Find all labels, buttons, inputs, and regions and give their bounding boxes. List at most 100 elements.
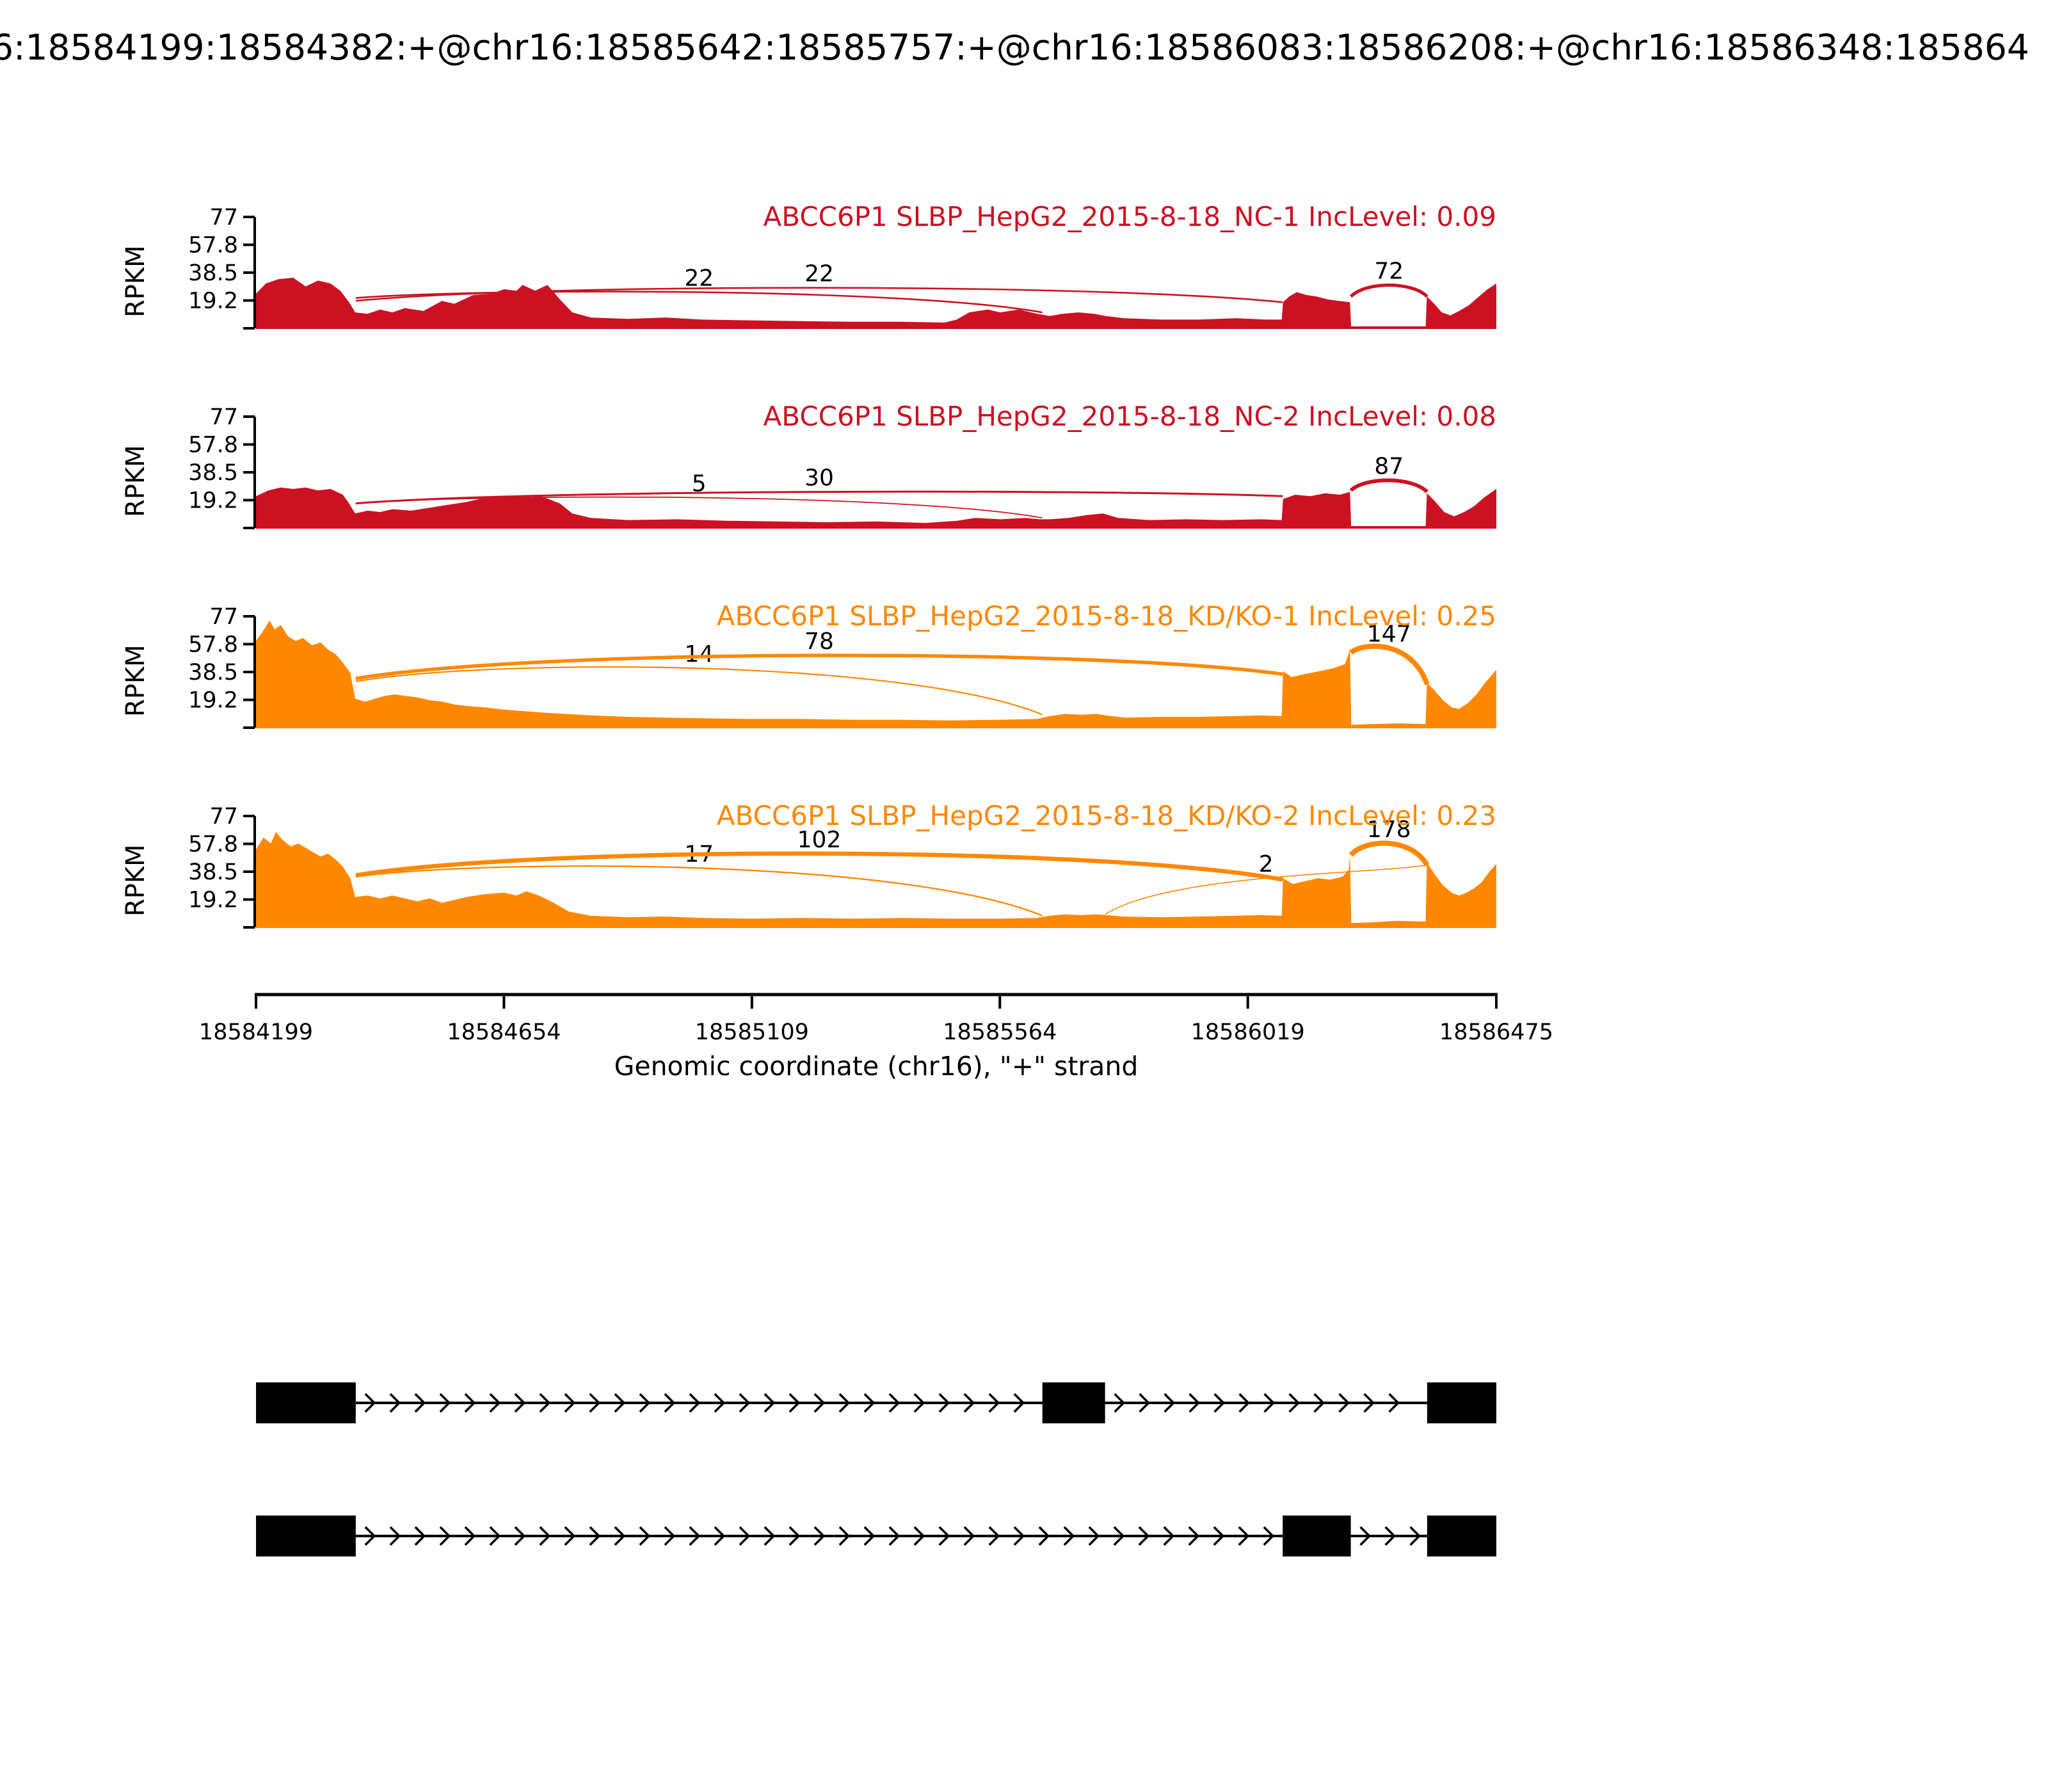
intron-arrow xyxy=(1113,1526,1125,1546)
intron-arrow xyxy=(489,1393,501,1413)
junction-arc xyxy=(355,291,1043,314)
intron-arrow xyxy=(439,1526,451,1546)
intron-arrow xyxy=(1213,1526,1225,1546)
y-tick-label: 19.2 xyxy=(188,888,238,913)
intron-arrow xyxy=(1114,1393,1126,1413)
intron-arrow xyxy=(589,1526,601,1546)
intron-arrow xyxy=(888,1526,900,1546)
junction-arc xyxy=(355,653,1283,680)
x-tick-label: 18584199 xyxy=(199,1020,313,1045)
junction-count-label: 30 xyxy=(804,465,834,492)
intron-arrow xyxy=(764,1526,776,1546)
track-title: ABCC6P1 SLBP_HepG2_2015-8-18_NC-2 IncLev… xyxy=(764,401,1496,432)
coverage-baseline xyxy=(256,326,1496,329)
intron-arrow xyxy=(1013,1393,1025,1413)
intron-arrow xyxy=(539,1393,551,1413)
y-tick-label: 57.8 xyxy=(188,233,238,259)
intron-arrow xyxy=(1238,1526,1250,1546)
intron-arrow xyxy=(1013,1526,1025,1546)
intron-arrow xyxy=(1163,1526,1175,1546)
y-tick-label: 19.2 xyxy=(188,289,238,314)
y-tick-label: 57.8 xyxy=(188,632,238,658)
intron-arrow xyxy=(764,1393,776,1413)
junction-count-label: 78 xyxy=(804,628,834,655)
y-tick-label: 57.8 xyxy=(188,433,238,458)
intron-arrow xyxy=(988,1526,1000,1546)
intron-arrow xyxy=(1038,1526,1050,1546)
junction-count-label: 102 xyxy=(797,827,842,853)
intron-arrow xyxy=(739,1393,751,1413)
intron-arrow xyxy=(813,1393,826,1413)
junction-count-label: 147 xyxy=(1367,621,1411,648)
y-tick-label: 77 xyxy=(209,205,238,230)
intron-arrow xyxy=(1388,1393,1400,1413)
intron-arrow xyxy=(838,1526,851,1546)
intron-arrow xyxy=(1238,1393,1251,1413)
intron-arrow xyxy=(689,1526,701,1546)
intron-arrow xyxy=(1338,1393,1350,1413)
junction-count-label: 87 xyxy=(1374,453,1404,479)
x-axis-title: Genomic coordinate (chr16), "+" strand xyxy=(614,1051,1139,1082)
track-title: ABCC6P1 SLBP_HepG2_2015-8-18_KD/KO-1 Inc… xyxy=(717,600,1496,632)
exon-box xyxy=(1283,1516,1351,1556)
intron-arrow xyxy=(389,1393,401,1413)
y-tick-label: 38.5 xyxy=(188,660,238,685)
intron-arrow xyxy=(913,1526,925,1546)
y-axis-label: RPKM xyxy=(121,844,150,916)
y-tick-label: 77 xyxy=(209,404,238,430)
intron-arrow xyxy=(539,1526,551,1546)
intron-arrow xyxy=(564,1526,576,1546)
y-axis-label: RPKM xyxy=(121,245,150,317)
intron-arrow xyxy=(863,1526,876,1546)
y-axis-label: RPKM xyxy=(121,445,150,517)
junction-arc xyxy=(1349,478,1428,493)
y-tick-label: 38.5 xyxy=(188,460,238,486)
x-tick-label: 18585109 xyxy=(695,1020,809,1045)
y-tick-label: 19.2 xyxy=(188,488,238,514)
coverage-area xyxy=(256,831,1496,927)
intron-arrow xyxy=(813,1526,826,1546)
intron-arrow xyxy=(639,1526,651,1546)
intron-arrow xyxy=(1363,1393,1375,1413)
coverage-area xyxy=(256,487,1496,528)
y-tick-label: 19.2 xyxy=(188,688,238,714)
intron-arrow xyxy=(888,1393,900,1413)
intron-arrow xyxy=(1138,1526,1150,1546)
intron-arrow xyxy=(1188,1393,1201,1413)
intron-arrow xyxy=(1288,1393,1300,1413)
junction-arc xyxy=(1348,840,1430,867)
intron-arrow xyxy=(938,1526,950,1546)
exon-box xyxy=(1427,1382,1496,1423)
intron-arrow xyxy=(364,1393,376,1413)
intron-arrow xyxy=(714,1526,726,1546)
intron-arrow xyxy=(863,1393,876,1413)
intron-arrow xyxy=(988,1393,1000,1413)
junction-count-label: 5 xyxy=(692,471,707,497)
intron-arrow xyxy=(838,1393,851,1413)
intron-arrow xyxy=(664,1526,676,1546)
junction-arc xyxy=(355,666,1043,716)
intron-arrow xyxy=(464,1526,476,1546)
intron-arrow xyxy=(564,1393,576,1413)
junction-count-label: 14 xyxy=(684,641,714,668)
junction-count-label: 22 xyxy=(684,266,714,292)
intron-arrow xyxy=(439,1393,451,1413)
junction-count-label: 72 xyxy=(1374,258,1404,284)
y-tick-label: 77 xyxy=(209,604,238,630)
intron-arrow xyxy=(963,1393,975,1413)
intron-arrow xyxy=(938,1393,950,1413)
intron-arrow xyxy=(464,1393,476,1413)
intron-arrow xyxy=(489,1526,501,1546)
intron-arrow xyxy=(788,1526,801,1546)
y-tick-label: 77 xyxy=(209,804,238,829)
y-tick-label: 38.5 xyxy=(188,260,238,286)
intron-arrow xyxy=(1313,1393,1325,1413)
intron-arrow xyxy=(689,1393,701,1413)
coverage-baseline xyxy=(256,925,1496,928)
intron-arrow xyxy=(739,1526,751,1546)
intron-arrow xyxy=(963,1526,975,1546)
exon-box xyxy=(1427,1516,1496,1556)
intron-arrow xyxy=(639,1393,651,1413)
junction-arc xyxy=(355,490,1283,505)
